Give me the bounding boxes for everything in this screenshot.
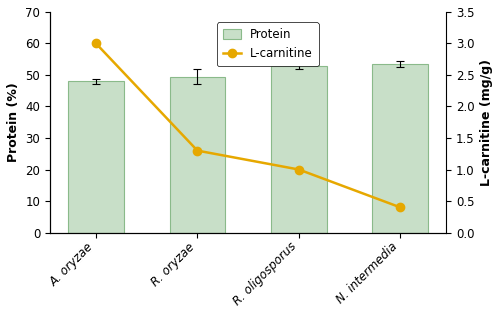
Bar xyxy=(372,64,428,233)
Bar xyxy=(170,77,226,233)
Bar xyxy=(68,81,124,233)
Legend: Protein, L-carnitine: Protein, L-carnitine xyxy=(217,22,319,66)
Y-axis label: L-carnitine (mg/g): L-carnitine (mg/g) xyxy=(480,59,493,186)
Bar xyxy=(271,66,326,233)
Y-axis label: Protein (%): Protein (%) xyxy=(7,82,20,162)
